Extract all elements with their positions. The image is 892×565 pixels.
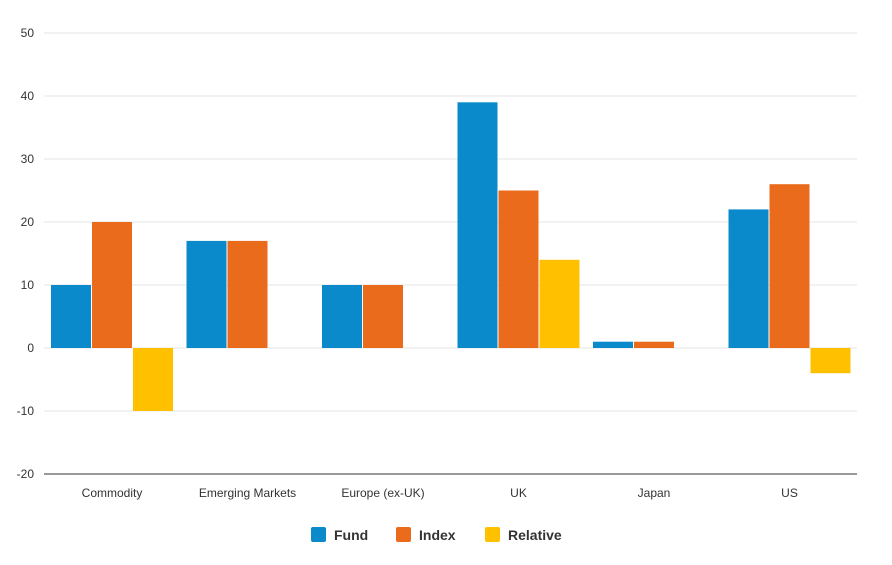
bar-index-emerging-markets: [227, 240, 268, 348]
legend: Fund Index Relative: [311, 527, 562, 543]
y-tick-label: -10: [17, 404, 35, 418]
x-category-label: Emerging Markets: [199, 486, 296, 500]
y-tick-label: 20: [21, 215, 35, 229]
bar-relative-uk: [539, 259, 580, 348]
legend-item-relative[interactable]: Relative: [485, 527, 562, 543]
bar-index-europe-ex-uk: [363, 285, 403, 348]
bar-relative-us: [810, 348, 851, 374]
bar-index-us: [769, 184, 810, 348]
legend-swatch: [396, 527, 411, 542]
bar-index-uk: [498, 190, 539, 348]
x-category-label: Japan: [638, 486, 671, 500]
y-tick-label: -20: [17, 467, 35, 481]
bar-fund-uk: [457, 102, 498, 348]
y-tick-label: 40: [21, 89, 35, 103]
legend-swatch: [485, 527, 500, 542]
x-axis: Commodity Emerging Markets Europe (ex-UK) U…: [44, 473, 857, 500]
bar-index-japan: [634, 341, 674, 348]
y-tick-label: 30: [21, 152, 35, 166]
legend-swatch: [311, 527, 326, 542]
y-axis-ticks: 50 40 30 20 10 0 -10 -20: [17, 26, 35, 481]
bar-index-commodity: [92, 222, 132, 348]
x-category-label: Europe (ex-UK): [341, 486, 424, 500]
y-tick-label: 0: [27, 341, 34, 355]
y-tick-label: 10: [21, 278, 35, 292]
bar-relative-commodity: [133, 348, 173, 411]
bar-fund-japan: [593, 341, 633, 348]
gridlines: [44, 32, 857, 412]
legend-label: Relative: [508, 527, 562, 543]
x-category-label: US: [781, 486, 798, 500]
bar-fund-commodity: [51, 285, 91, 348]
x-category-label: Commodity: [82, 486, 143, 500]
legend-item-fund[interactable]: Fund: [311, 527, 368, 543]
x-category-label: UK: [510, 486, 527, 500]
legend-item-index[interactable]: Index: [396, 527, 456, 543]
bar-fund-europe-ex-uk: [322, 285, 362, 348]
legend-label: Fund: [334, 527, 368, 543]
legend-label: Index: [419, 527, 456, 543]
y-tick-label: 50: [21, 26, 35, 40]
bar-fund-us: [728, 209, 769, 348]
bar-fund-emerging-markets: [186, 240, 227, 348]
bars: [51, 102, 851, 411]
